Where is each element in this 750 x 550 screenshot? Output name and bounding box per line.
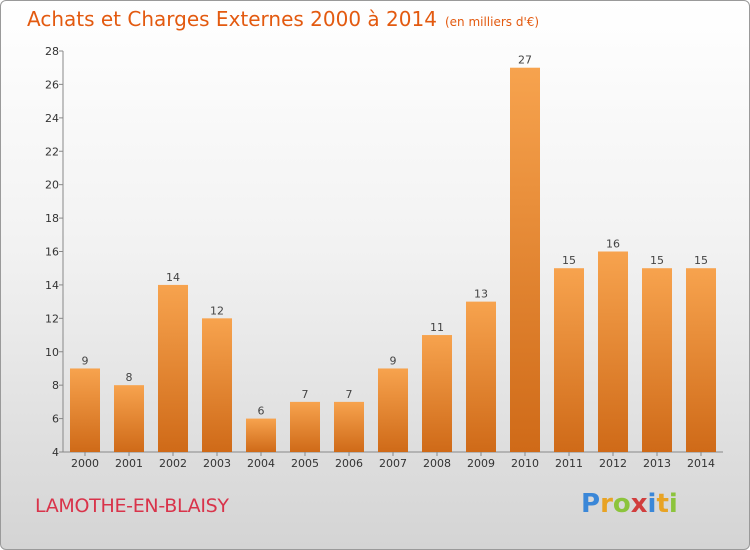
data-labels: 9 8 14 12 6 7 7 9 11 13 27 15 16 15 15 — [82, 54, 709, 418]
y-tick-label: 26 — [45, 78, 59, 91]
data-label: 14 — [166, 271, 180, 284]
logo-letter: i — [647, 489, 657, 519]
bar — [554, 268, 584, 452]
data-label: 11 — [430, 321, 444, 334]
axes: 4 6 8 10 12 14 16 18 20 22 24 26 28 2000 2001 2002 2003 2… — [45, 45, 723, 470]
bar — [686, 268, 716, 452]
bar — [202, 318, 232, 452]
bar — [642, 268, 672, 452]
x-tick-label: 2007 — [379, 457, 407, 470]
x-tick-label: 2002 — [159, 457, 187, 470]
x-tick-label: 2012 — [599, 457, 627, 470]
logo-letter: i — [668, 489, 678, 519]
proxiti-logo: Proxiti — [581, 489, 678, 519]
data-label: 15 — [650, 254, 664, 267]
x-tick-label: 2013 — [643, 457, 671, 470]
logo-letter: t — [656, 489, 669, 519]
data-label: 7 — [302, 388, 309, 401]
x-tick-label: 2005 — [291, 457, 319, 470]
data-label: 27 — [518, 54, 532, 67]
y-tick-label: 6 — [52, 413, 59, 426]
logo-letter: o — [612, 489, 631, 519]
logo-letter: r — [600, 489, 613, 519]
bar — [70, 368, 100, 452]
bar — [334, 401, 364, 452]
x-tick-label: 2006 — [335, 457, 363, 470]
y-tick-label: 22 — [45, 145, 59, 158]
y-tick-label: 10 — [45, 346, 59, 359]
x-tick-label: 2001 — [115, 457, 143, 470]
data-label: 9 — [390, 354, 397, 367]
x-tick-label: 2008 — [423, 457, 451, 470]
bar — [510, 67, 540, 452]
bar — [422, 335, 452, 452]
x-tick-label: 2009 — [467, 457, 495, 470]
logo-letter: x — [630, 489, 648, 519]
data-label: 9 — [82, 354, 89, 367]
x-tick-label: 2010 — [511, 457, 539, 470]
y-tick-label: 4 — [52, 446, 59, 459]
data-label: 12 — [210, 304, 224, 317]
y-tick-label: 28 — [45, 45, 59, 58]
chart-title: Achats et Charges Externes 2000 à 2014 (e… — [27, 7, 539, 31]
x-tick-label: 2003 — [203, 457, 231, 470]
y-tick-label: 16 — [45, 246, 59, 259]
bar — [290, 401, 320, 452]
unit-note: (en milliers d'€) — [444, 15, 540, 29]
data-label: 8 — [126, 371, 133, 384]
x-tick-label: 2000 — [71, 457, 99, 470]
x-tick-label: 2014 — [687, 457, 715, 470]
bar — [158, 284, 188, 452]
logo-letter: P — [581, 489, 601, 519]
y-tick-label: 20 — [45, 179, 59, 192]
bars — [70, 67, 716, 452]
bar — [598, 251, 628, 452]
data-label: 15 — [562, 254, 576, 267]
data-label: 13 — [474, 288, 488, 301]
data-label: 7 — [346, 388, 353, 401]
bar — [378, 368, 408, 452]
y-tick-label: 12 — [45, 312, 59, 325]
data-label: 16 — [606, 238, 620, 251]
y-tick-label: 8 — [52, 379, 59, 392]
x-tick-label: 2004 — [247, 457, 275, 470]
y-tick-label: 14 — [45, 279, 59, 292]
data-label: 6 — [258, 405, 265, 418]
y-tick-label: 24 — [45, 112, 59, 125]
data-label: 15 — [694, 254, 708, 267]
chart-title-text: Achats et Charges Externes 2000 à 2014 — [27, 7, 437, 31]
bar — [466, 301, 496, 452]
commune-name: LAMOTHE-EN-BLAISY — [35, 495, 229, 517]
bar — [114, 385, 144, 452]
bar — [246, 418, 276, 452]
y-tick-label: 18 — [45, 212, 59, 225]
x-tick-label: 2011 — [555, 457, 583, 470]
